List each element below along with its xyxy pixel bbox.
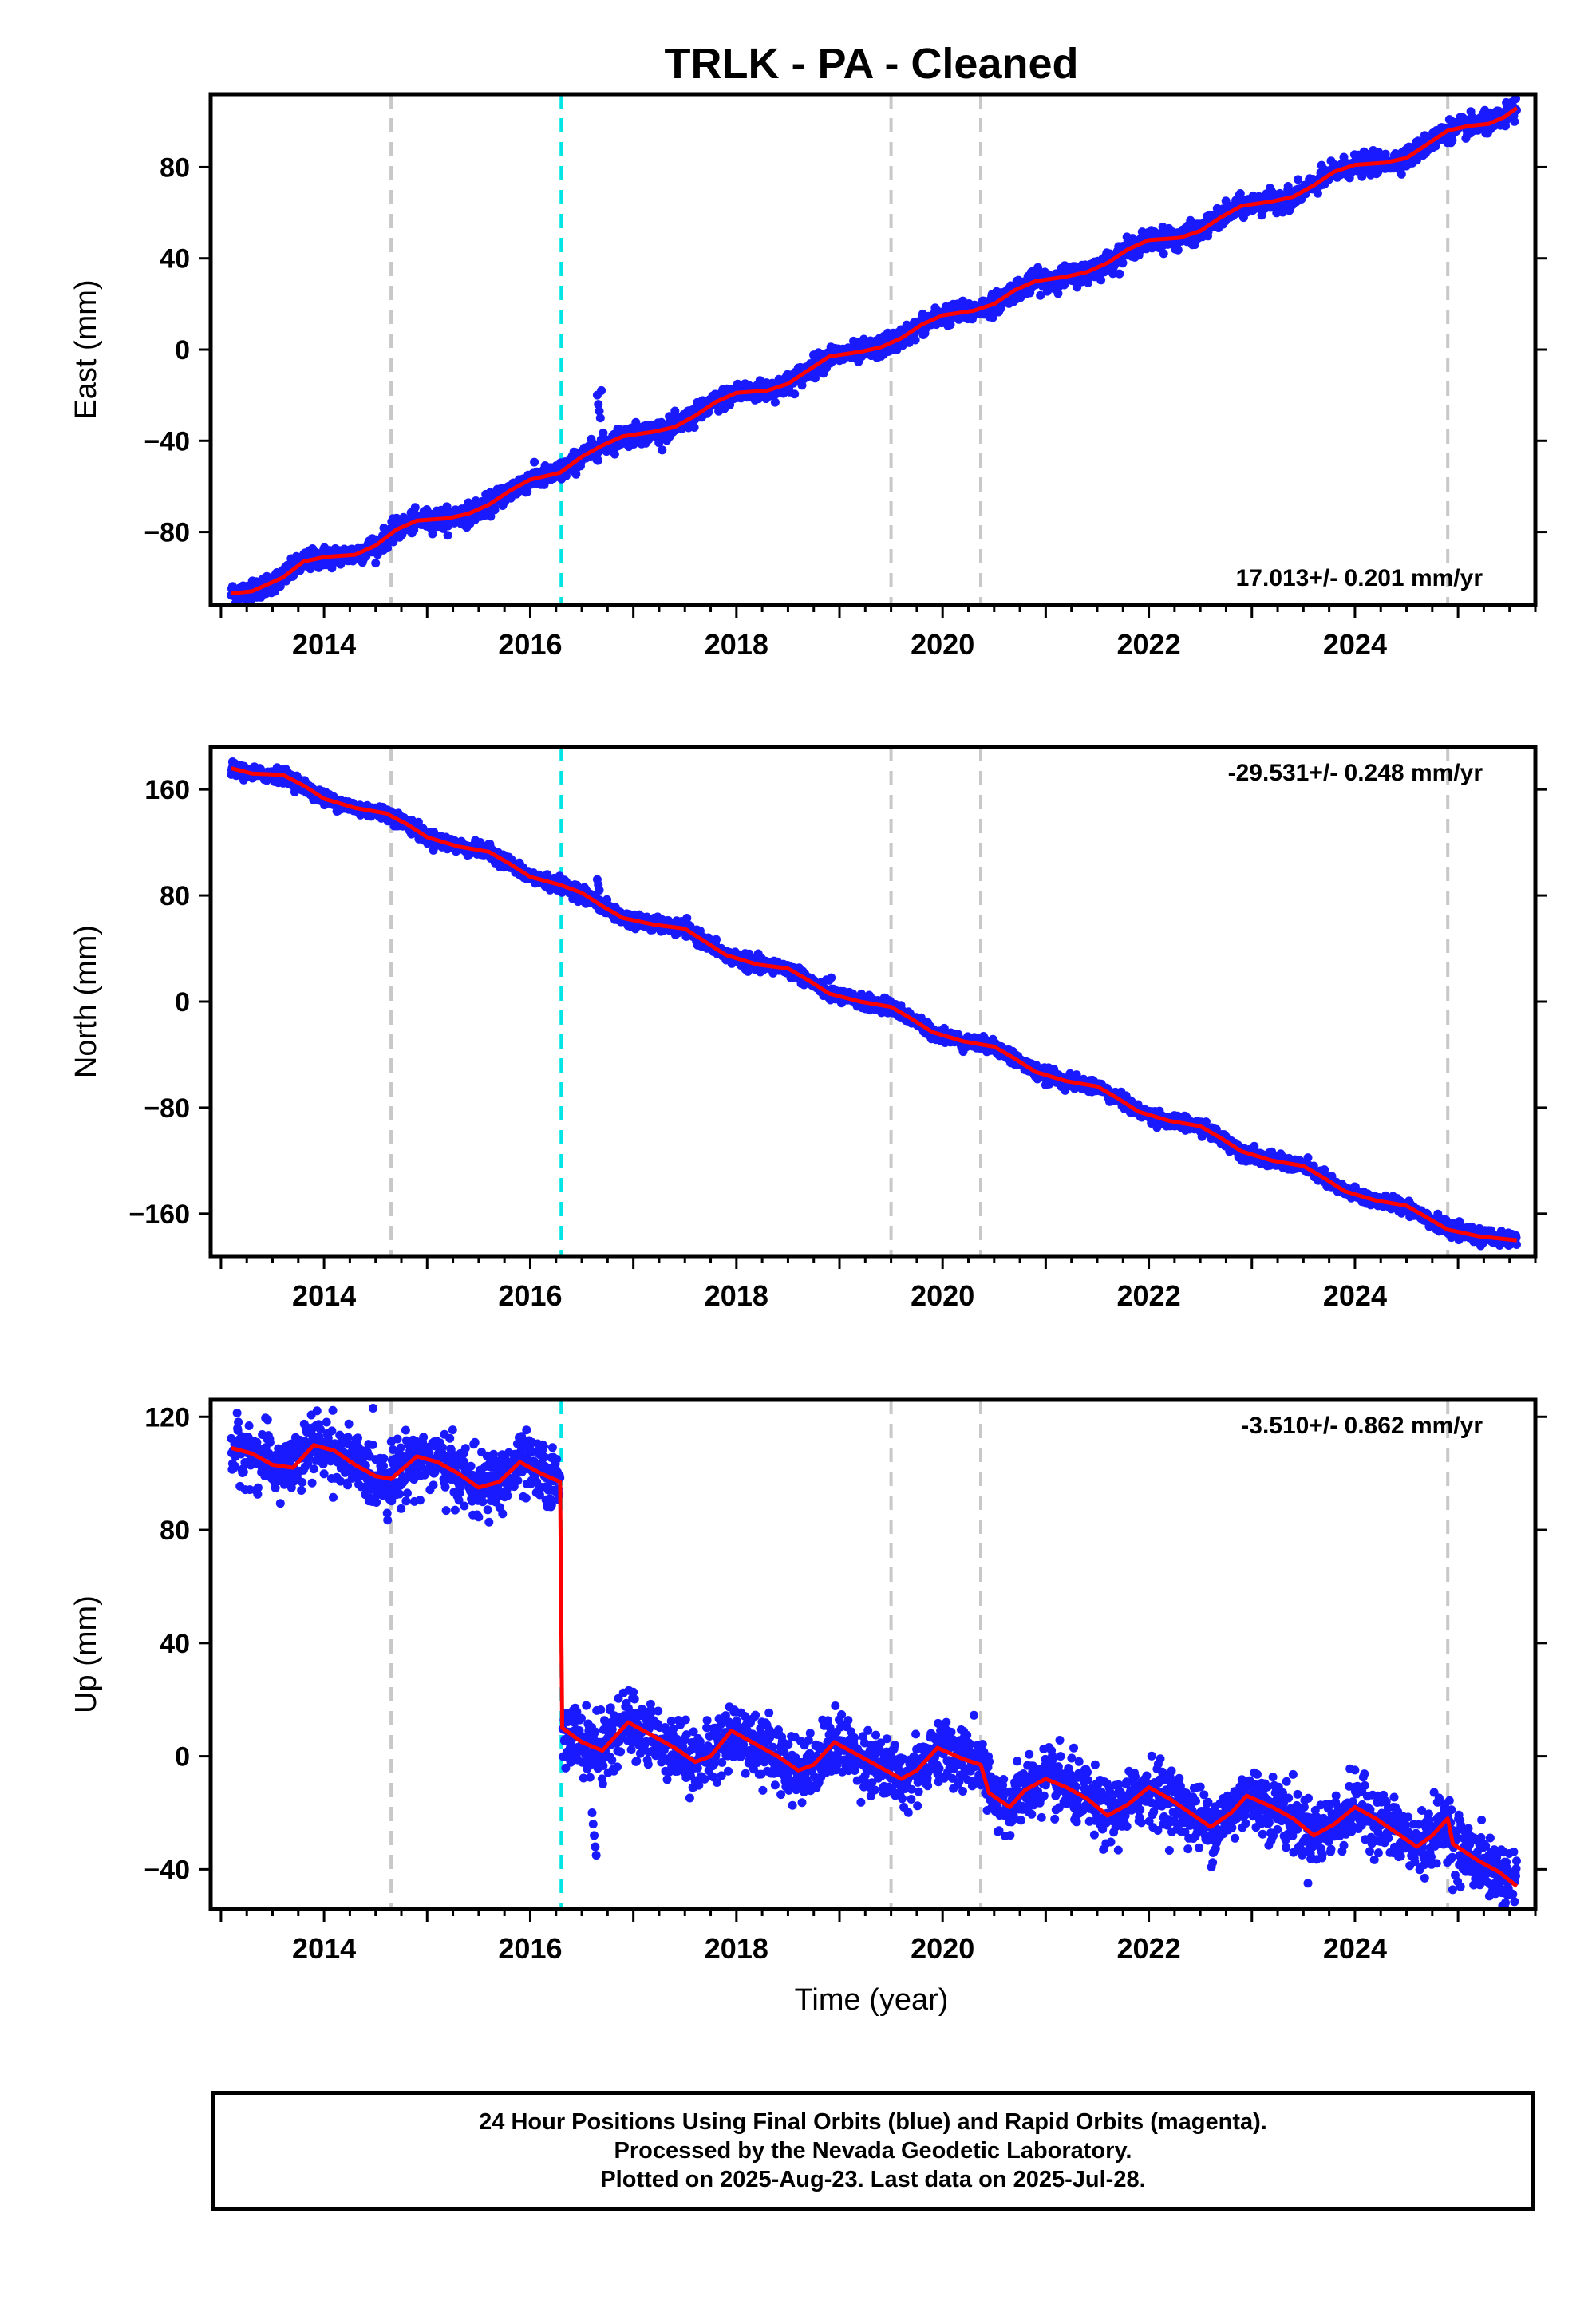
data-point <box>1173 245 1183 255</box>
x-tick-label: 2014 <box>292 628 356 661</box>
data-point <box>409 525 419 535</box>
outlier-point <box>594 400 603 409</box>
data-point <box>1313 188 1322 198</box>
data-point <box>490 505 500 515</box>
data-point <box>1159 249 1168 259</box>
data-point <box>1511 94 1520 103</box>
data-point <box>1235 189 1245 198</box>
outlier-point <box>595 413 605 423</box>
chart-title: TRLK - PA - Cleaned <box>664 40 1078 88</box>
data-point <box>1084 278 1093 287</box>
data-point <box>946 320 955 330</box>
data-point <box>530 457 539 467</box>
east-data-points <box>227 94 1521 605</box>
x-tick-label: 2016 <box>498 628 562 661</box>
data-point <box>1096 275 1106 285</box>
east-model-line <box>231 106 1519 596</box>
data-point <box>689 423 699 432</box>
y-tick-label: −80 <box>144 518 190 548</box>
data-point <box>797 381 807 390</box>
data-point <box>410 503 420 512</box>
data-point <box>1448 136 1457 145</box>
data-point <box>275 582 285 591</box>
data-point <box>1042 287 1052 296</box>
data-point <box>712 935 721 944</box>
data-point <box>413 817 423 827</box>
data-point <box>1115 269 1124 279</box>
data-point <box>658 445 667 455</box>
data-point <box>428 529 437 539</box>
y-tick-label: 80 <box>160 152 190 183</box>
data-point <box>1036 290 1045 300</box>
y-tick-label: −40 <box>144 426 190 456</box>
data-point <box>1294 175 1303 184</box>
data-point <box>988 313 998 322</box>
y-tick-label: 40 <box>160 244 190 275</box>
data-point <box>1396 169 1406 179</box>
data-point <box>670 406 680 416</box>
data-point <box>1053 289 1063 298</box>
data-point <box>389 537 398 547</box>
data-point <box>790 389 800 399</box>
x-tick-label: 2020 <box>911 628 974 661</box>
data-point <box>486 512 496 521</box>
x-tick-label: 2018 <box>705 628 768 661</box>
data-point <box>631 417 641 427</box>
data-point <box>571 469 581 479</box>
data-point <box>1339 152 1349 162</box>
data-point <box>443 531 452 540</box>
y-tick-label: 0 <box>175 335 190 366</box>
data-point <box>770 397 780 407</box>
data-point <box>371 559 381 568</box>
data-point <box>1118 258 1128 267</box>
data-point <box>743 966 753 976</box>
data-point <box>523 487 532 496</box>
data-point <box>682 914 692 923</box>
east-rate-label: 17.013+/- 0.201 mm/yr <box>1236 565 1483 591</box>
x-tick-label: 2024 <box>1323 628 1387 661</box>
data-point <box>561 471 571 480</box>
outlier-point <box>595 406 604 416</box>
data-point <box>610 449 619 459</box>
data-point <box>1412 156 1421 165</box>
panel-east: −80 −40 0 40 80 2014 2016 2018 2020 2022 2024 East … <box>69 92 1547 661</box>
x-tick-label: 2022 <box>1117 628 1181 661</box>
data-point <box>911 335 920 345</box>
data-point <box>1510 117 1519 126</box>
data-point <box>593 456 602 465</box>
data-point <box>811 373 820 383</box>
east-y-axis-label: East (mm) <box>69 279 103 419</box>
outlier-point <box>597 385 606 395</box>
